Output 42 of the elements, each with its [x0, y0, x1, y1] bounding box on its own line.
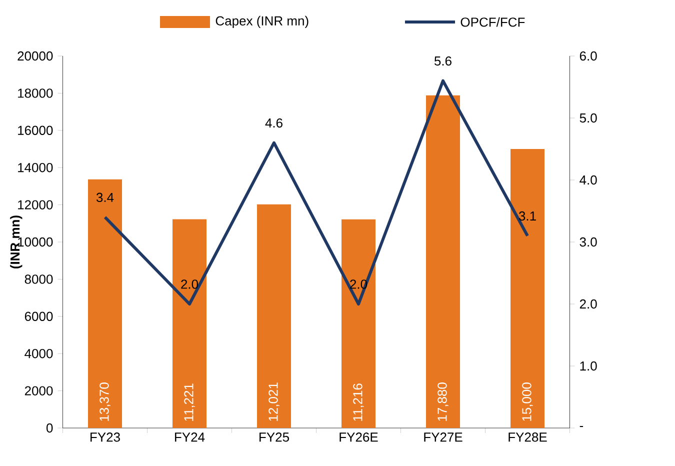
y-tick-label: 0 — [46, 423, 53, 433]
data-label: 4.6 — [265, 118, 282, 128]
bar — [257, 204, 291, 428]
x-tick-label: FY27E — [424, 432, 462, 442]
data-label: 11,216 — [353, 384, 364, 421]
y2-tick-label: 6.0 — [580, 51, 597, 61]
bar — [510, 148, 544, 428]
data-label: 5.6 — [434, 56, 452, 66]
y-tick-label: 16000 — [18, 126, 53, 135]
data-label: 15,000 — [522, 382, 533, 421]
legend-label: Capex (INR mn) — [216, 16, 308, 28]
data-label: 12,021 — [268, 382, 280, 421]
y-tick-label: 2000 — [24, 386, 53, 396]
bar — [172, 219, 206, 428]
y-tick-label: 6000 — [24, 312, 53, 321]
x-tick-label: FY23 — [90, 432, 120, 442]
x-tick-label: FY26E — [340, 432, 378, 442]
bar — [88, 179, 122, 428]
y-tick-label: 4000 — [24, 348, 53, 358]
y2-tick-label: 3.0 — [580, 237, 597, 247]
y-tick-label: 18000 — [18, 88, 53, 98]
y-tick-label: 20000 — [18, 51, 53, 61]
x-tick-label: FY25 — [260, 432, 289, 442]
legend-label: OPCF/FCF — [460, 17, 525, 27]
y2-tick-label: 4.0 — [580, 175, 597, 185]
data-label: 2.0 — [181, 280, 198, 289]
y-tick-label: 14000 — [18, 162, 53, 172]
data-label: 3.4 — [96, 192, 114, 202]
y2-tick-label: 2.0 — [580, 299, 597, 309]
y2-tick-label: - — [580, 426, 584, 428]
x-tick-label: FY24 — [175, 432, 205, 442]
y2-tick-label: 1.0 — [580, 361, 597, 371]
data-label: 11,221 — [184, 384, 195, 421]
x-tick-label: FY28E — [508, 432, 547, 442]
bar — [342, 219, 376, 428]
data-label: 13,370 — [100, 382, 110, 421]
bar — [426, 95, 460, 428]
y-tick-label: 8000 — [24, 274, 53, 284]
y2-tick-label: 5.0 — [580, 113, 597, 123]
y-tick-label: 12000 — [18, 200, 53, 210]
data-label: 17,880 — [438, 382, 448, 421]
data-label: 3.1 — [518, 211, 536, 221]
